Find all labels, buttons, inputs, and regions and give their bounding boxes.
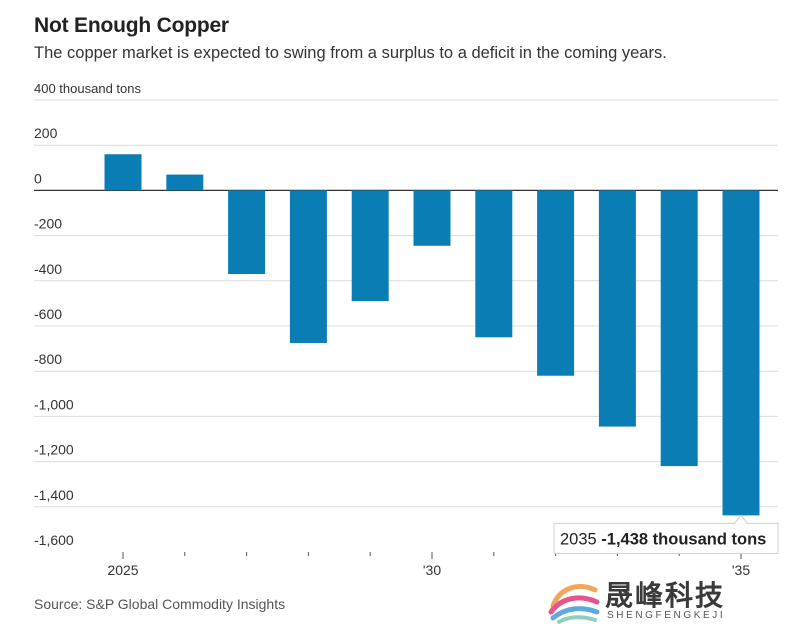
x-axis: 2025 '30 '35	[107, 552, 750, 578]
y-tick-label: -1,400	[34, 487, 74, 503]
watermark: 晟峰科技 SHENGFENGKEJI	[545, 572, 775, 626]
y-tick-label: -400	[34, 261, 62, 277]
watermark-logo-icon	[548, 584, 600, 624]
gridlines	[34, 99, 778, 508]
bar	[228, 190, 266, 275]
y-tick-label: -600	[34, 306, 62, 322]
bar	[413, 190, 451, 246]
annotation-pointer	[733, 514, 749, 525]
bar	[598, 190, 636, 427]
bar	[289, 190, 327, 343]
annotation: 2035 -1,438 thousand tons	[553, 514, 779, 554]
bars	[104, 154, 760, 516]
y-tick-label: -200	[34, 216, 62, 232]
annotation-value: -1,438 thousand tons	[601, 530, 766, 548]
y-tick-label: -1,200	[34, 442, 74, 458]
y-unit-label: 400 thousand tons	[34, 81, 141, 96]
y-tick-label: 0	[34, 170, 42, 186]
annotation-label: 2035 -1,438 thousand tons	[560, 530, 766, 548]
watermark-brand-cn: 晟峰科技	[605, 579, 726, 612]
chart-subtitle: The copper market is expected to swing f…	[34, 44, 667, 62]
bar	[722, 190, 760, 516]
y-tick-label: 200	[34, 125, 58, 141]
bar	[475, 190, 513, 338]
chart-title: Not Enough Copper	[34, 14, 229, 37]
bar	[537, 190, 575, 376]
bar	[104, 154, 142, 191]
bar	[166, 174, 204, 191]
x-tick-label: '30	[423, 562, 441, 578]
annotation-year: 2035	[560, 530, 601, 548]
annotation-box	[553, 522, 779, 554]
source-note: Source: S&P Global Commodity Insights	[34, 596, 286, 612]
y-axis-labels: 400 thousand tons 200 0 -200 -400 -600 -800 -1,…	[34, 81, 141, 548]
y-tick-label: -1,000	[34, 396, 74, 412]
x-tick-label: '35	[732, 562, 750, 578]
x-tick-label: 2025	[107, 562, 138, 578]
y-tick-label: -800	[34, 351, 62, 367]
y-tick-label: -1,600	[34, 532, 74, 548]
watermark-brand-en: SHENGFENGKEJI	[607, 610, 726, 621]
bar	[660, 190, 698, 467]
bar	[351, 190, 389, 302]
